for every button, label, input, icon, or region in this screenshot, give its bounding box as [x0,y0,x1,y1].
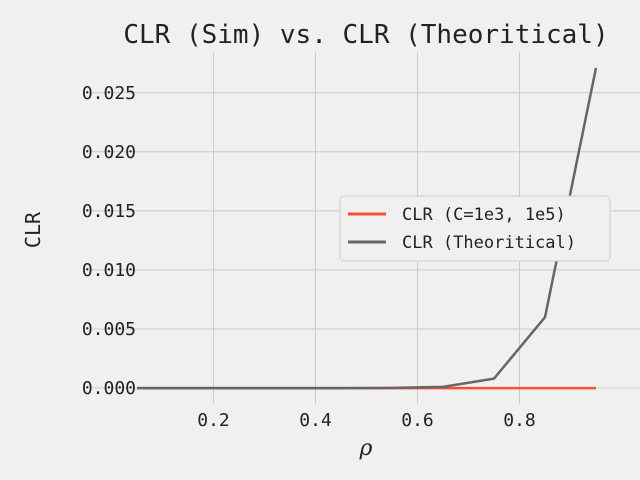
legend-label-sim: CLR (C=1e3, 1e5) [402,205,566,225]
x-tick-label: 0.4 [299,410,332,431]
x-tick-label: 0.2 [197,410,230,431]
y-tick-label: 0.020 [82,142,136,163]
legend-label-theoretical: CLR (Theoritical) [402,233,576,253]
x-tick-label: 0.6 [401,410,434,431]
legend: CLR (C=1e3, 1e5) CLR (Theoritical) [339,195,611,262]
x-axis-label: ρ [359,436,373,461]
y-axis-label: CLR [21,211,45,248]
y-tick-label: 0.005 [82,319,136,340]
y-tick-label: 0.010 [82,260,136,281]
chart-title: CLR (Sim) vs. CLR (Theoritical) [123,20,608,50]
series-line-1 [137,67,598,390]
x-tick-label: 0.8 [503,410,536,431]
y-tick-label: 0.015 [82,201,136,222]
tick-labels: 0.2 0.4 0.6 0.8 0.000 0.005 0.010 0.015 0.020 0.0… [82,83,536,431]
series-lines [137,67,598,390]
y-tick-label: 0.025 [82,83,136,104]
legend-box [339,195,611,262]
y-tick-label: 0.000 [82,378,136,399]
